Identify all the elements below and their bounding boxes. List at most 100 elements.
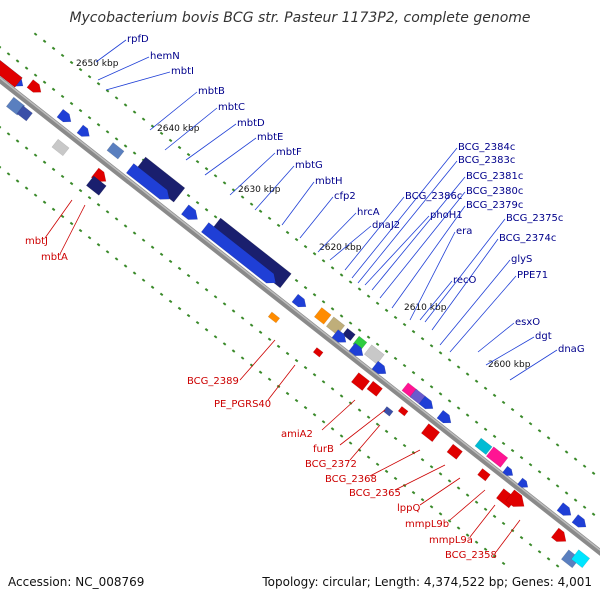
tick-mark xyxy=(87,235,92,240)
gene-label-mbtG[interactable]: mbtG xyxy=(295,160,323,171)
tick-mark xyxy=(60,214,65,219)
gene-label-PPE71[interactable]: PPE71 xyxy=(517,270,548,281)
gene-label-dgt[interactable]: dgt xyxy=(535,331,552,342)
tick-mark xyxy=(528,421,533,426)
tick-mark xyxy=(393,436,398,441)
gene-label-furB[interactable]: furB xyxy=(313,444,334,455)
gene-label-mbtF[interactable]: mbtF xyxy=(276,147,302,158)
gene-label-BCG_2358[interactable]: BCG_2358 xyxy=(445,550,497,561)
gene-label-BCG_2381c[interactable]: BCG_2381c xyxy=(466,171,523,182)
tick-mark xyxy=(474,540,479,544)
tick-mark xyxy=(429,465,434,469)
gene-label-BCG_2372[interactable]: BCG_2372 xyxy=(305,459,357,470)
gene-label-hemN[interactable]: hemN xyxy=(150,51,180,62)
tick-mark xyxy=(501,561,506,566)
reverse-strand-genes xyxy=(0,58,591,569)
gene-label-BCG_2386c[interactable]: BCG_2386c xyxy=(405,191,462,202)
tick-mark xyxy=(294,237,299,242)
gene-label-BCG_2365[interactable]: BCG_2365 xyxy=(349,488,401,499)
gene-label-mbtD[interactable]: mbtD xyxy=(237,118,265,129)
gene-label-BCG_2375c[interactable]: BCG_2375c xyxy=(506,213,563,224)
gene-label-era[interactable]: era xyxy=(456,226,472,237)
gene-feature xyxy=(550,527,567,542)
tick-mark xyxy=(123,264,128,268)
gene-label-BCG_2379c[interactable]: BCG_2379c xyxy=(466,200,523,211)
gene-label-rpfD[interactable]: rpfD xyxy=(127,34,149,45)
tick-mark xyxy=(330,307,335,311)
tick-mark xyxy=(366,335,371,339)
gene-label-recO[interactable]: recO xyxy=(453,275,477,286)
tick-mark xyxy=(186,313,191,318)
tick-mark xyxy=(456,486,461,490)
tick-mark xyxy=(492,514,497,519)
tick-mark xyxy=(573,498,578,502)
gene-label-BCG_2384c[interactable]: BCG_2384c xyxy=(458,142,515,153)
gene-label-BCG_2383c[interactable]: BCG_2383c xyxy=(458,155,515,166)
tick-mark xyxy=(546,557,551,561)
accession-text: Accession: NC_008769 xyxy=(8,575,144,589)
kbp-label-2630: 2630 kbp xyxy=(238,185,281,195)
gene-label-glyS[interactable]: glyS xyxy=(511,254,532,265)
gene-label-BCG_2389[interactable]: BCG_2389 xyxy=(187,376,239,387)
gene-label-mbtH[interactable]: mbtH xyxy=(315,176,343,187)
gene-label-mmpL9a[interactable]: mmpL9a xyxy=(429,535,473,546)
gene-label-esxO[interactable]: esxO xyxy=(515,317,540,328)
tick-mark xyxy=(87,115,92,120)
tick-rings xyxy=(0,32,596,568)
tick-mark xyxy=(231,349,236,353)
tick-mark xyxy=(483,427,488,432)
tick-mark xyxy=(393,476,398,481)
gene-label-PE_PGRS40[interactable]: PE_PGRS40 xyxy=(214,399,271,410)
gene-label-BCG_2380c[interactable]: BCG_2380c xyxy=(466,186,523,197)
tick-mark xyxy=(276,223,281,228)
gene-feature xyxy=(267,311,281,324)
gene-label-BCG_2374c[interactable]: BCG_2374c xyxy=(499,233,556,244)
tick-mark xyxy=(195,159,200,164)
tick-mark xyxy=(78,67,83,72)
leader-line xyxy=(369,449,421,477)
forward-strand-genes xyxy=(0,58,587,528)
tick-mark xyxy=(339,273,344,277)
tick-mark xyxy=(303,405,308,410)
gene-label-hrcA[interactable]: hrcA xyxy=(357,207,380,218)
tick-mark xyxy=(375,301,380,306)
tick-mark xyxy=(168,299,173,304)
gene-label-amiA2[interactable]: amiA2 xyxy=(281,429,313,440)
tick-mark xyxy=(474,500,479,504)
gene-feature xyxy=(312,347,324,358)
leader-line xyxy=(357,160,458,284)
tick-mark xyxy=(501,521,506,526)
tick-mark xyxy=(546,436,551,440)
tick-mark xyxy=(429,505,434,509)
gene-feature xyxy=(106,142,125,160)
gene-label-mbtA[interactable]: mbtA xyxy=(41,252,68,263)
gene-label-mbtJ[interactable]: mbtJ xyxy=(25,236,48,247)
gene-label-mmpL9b[interactable]: mmpL9b xyxy=(405,519,449,530)
leader-line xyxy=(391,205,466,309)
gene-label-mbtC[interactable]: mbtC xyxy=(218,102,245,113)
tick-mark xyxy=(555,484,560,488)
tick-mark xyxy=(249,202,254,206)
tick-mark xyxy=(519,414,524,419)
gene-label-dnaJ2[interactable]: dnaJ2 xyxy=(372,220,400,231)
tick-mark xyxy=(123,103,128,107)
gene-label-phoH1[interactable]: phoH1 xyxy=(430,210,463,221)
gene-label-mbtB[interactable]: mbtB xyxy=(198,86,225,97)
gene-feature xyxy=(436,409,452,424)
tick-mark xyxy=(438,512,443,516)
gene-label-mbtE[interactable]: mbtE xyxy=(257,132,283,143)
gene-label-dnaG[interactable]: dnaG xyxy=(558,344,585,355)
gene-label-lppQ[interactable]: lppQ xyxy=(397,503,420,514)
tick-mark xyxy=(159,131,164,136)
leader-line xyxy=(449,489,486,521)
tick-mark xyxy=(573,457,578,461)
genome-backbone xyxy=(0,76,600,556)
gene-label-cfp2[interactable]: cfp2 xyxy=(334,191,356,202)
gene-label-BCG_2368[interactable]: BCG_2368 xyxy=(325,474,377,485)
tick-mark xyxy=(456,406,461,410)
leader-line xyxy=(409,231,456,321)
tick-mark xyxy=(447,399,452,403)
tick-mark xyxy=(483,386,488,391)
leader-line xyxy=(339,409,386,446)
gene-label-mbtI[interactable]: mbtI xyxy=(171,66,194,77)
